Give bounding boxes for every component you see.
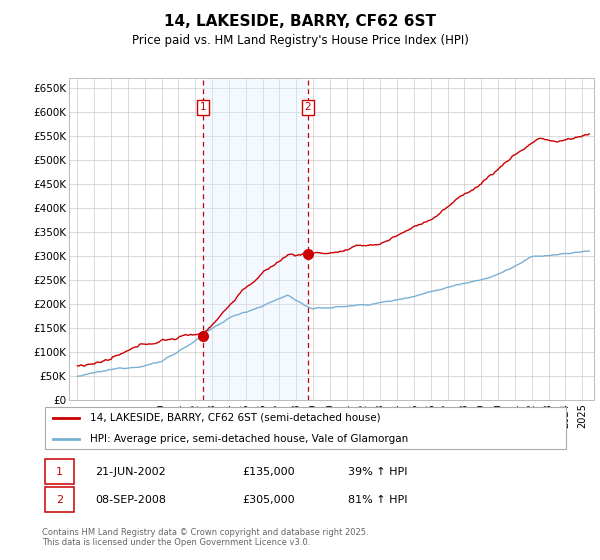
Text: 08-SEP-2008: 08-SEP-2008	[95, 495, 166, 505]
Text: 1: 1	[56, 467, 63, 477]
Text: Price paid vs. HM Land Registry's House Price Index (HPI): Price paid vs. HM Land Registry's House …	[131, 34, 469, 46]
Text: 39% ↑ HPI: 39% ↑ HPI	[348, 467, 408, 477]
Text: 2: 2	[304, 102, 311, 112]
Text: 14, LAKESIDE, BARRY, CF62 6ST: 14, LAKESIDE, BARRY, CF62 6ST	[164, 14, 436, 29]
Text: 21-JUN-2002: 21-JUN-2002	[95, 467, 166, 477]
Text: 1: 1	[200, 102, 206, 112]
FancyBboxPatch shape	[44, 487, 74, 512]
Text: £135,000: £135,000	[242, 467, 295, 477]
Text: HPI: Average price, semi-detached house, Vale of Glamorgan: HPI: Average price, semi-detached house,…	[89, 435, 408, 444]
Text: 81% ↑ HPI: 81% ↑ HPI	[348, 495, 408, 505]
FancyBboxPatch shape	[44, 459, 74, 484]
Text: 2: 2	[56, 495, 63, 505]
Text: 14, LAKESIDE, BARRY, CF62 6ST (semi-detached house): 14, LAKESIDE, BARRY, CF62 6ST (semi-deta…	[89, 413, 380, 423]
Text: Contains HM Land Registry data © Crown copyright and database right 2025.
This d: Contains HM Land Registry data © Crown c…	[42, 528, 368, 547]
Bar	[203, 78, 308, 400]
Text: £305,000: £305,000	[242, 495, 295, 505]
FancyBboxPatch shape	[44, 407, 566, 449]
